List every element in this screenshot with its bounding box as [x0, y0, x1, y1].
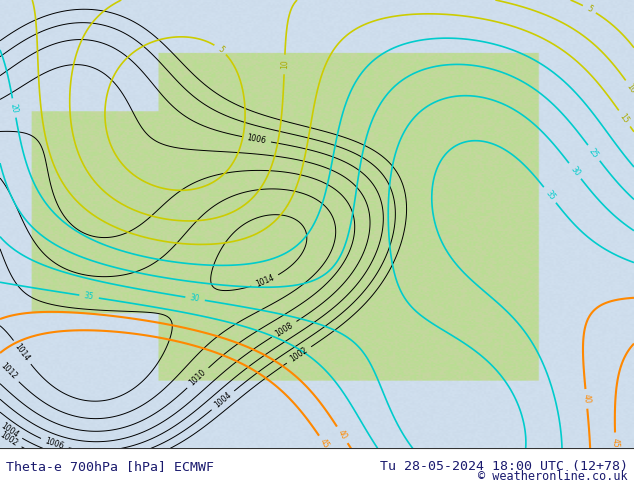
- Text: 15: 15: [618, 112, 631, 125]
- Text: 1010: 1010: [188, 368, 208, 388]
- Text: © weatheronline.co.uk: © weatheronline.co.uk: [478, 469, 628, 483]
- Text: 1012: 1012: [0, 362, 18, 381]
- Text: 35: 35: [84, 292, 94, 302]
- Text: 1002: 1002: [0, 430, 20, 448]
- Text: Theta-e 700hPa [hPa] ECMWF: Theta-e 700hPa [hPa] ECMWF: [6, 460, 214, 473]
- Text: 1014: 1014: [13, 342, 32, 363]
- Text: 10: 10: [280, 59, 289, 70]
- Text: 40: 40: [581, 393, 592, 404]
- Text: 1004: 1004: [0, 421, 20, 440]
- Text: 1006: 1006: [246, 133, 267, 146]
- Text: 20: 20: [9, 102, 20, 114]
- Text: 35: 35: [543, 188, 557, 201]
- Text: 25: 25: [587, 147, 600, 160]
- Text: 1006: 1006: [44, 437, 65, 451]
- Text: 1002: 1002: [288, 346, 309, 364]
- Text: 5: 5: [585, 4, 594, 14]
- Text: Tu 28-05-2024 18:00 UTC (12+78): Tu 28-05-2024 18:00 UTC (12+78): [380, 460, 628, 473]
- Text: 1004: 1004: [212, 391, 233, 410]
- Text: 45: 45: [318, 437, 331, 450]
- Text: 30: 30: [190, 294, 200, 304]
- Text: 30: 30: [569, 164, 581, 177]
- Text: 45: 45: [611, 438, 620, 447]
- Text: 40: 40: [336, 428, 349, 441]
- Text: 1014: 1014: [254, 273, 276, 289]
- Text: 5: 5: [216, 45, 225, 54]
- Text: 10: 10: [625, 82, 634, 95]
- Text: 1008: 1008: [274, 320, 295, 338]
